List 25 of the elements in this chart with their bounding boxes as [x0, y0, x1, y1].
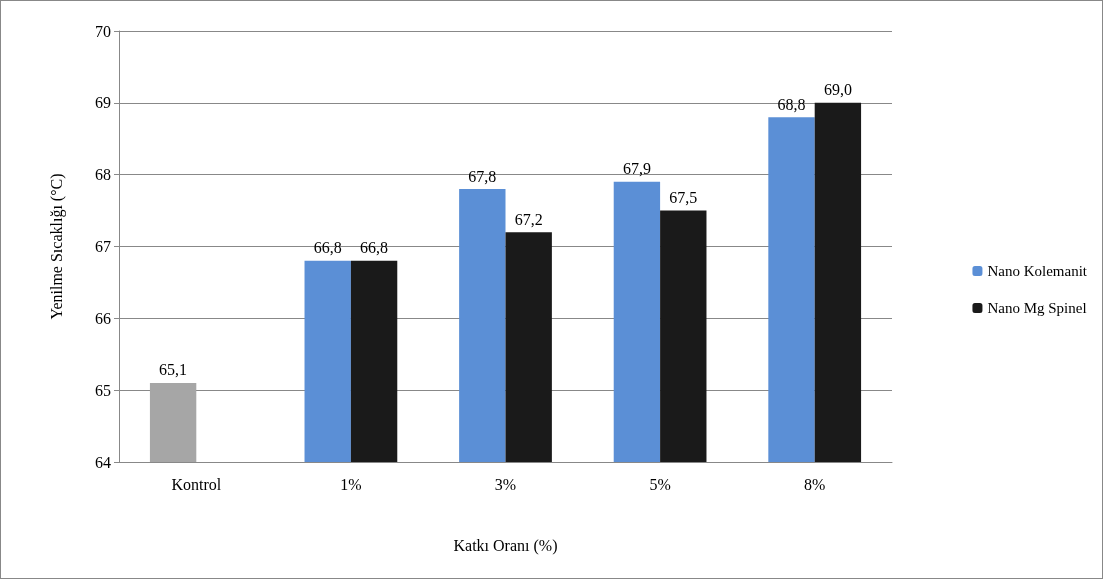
y-tick-label: 67 — [95, 238, 111, 255]
legend-label: Nano Kolemanit — [987, 263, 1088, 279]
y-tick-label: 69 — [95, 94, 111, 112]
data-label: 67,9 — [622, 160, 651, 178]
data-label: 66,8 — [360, 239, 389, 257]
y-tick-label: 66 — [95, 309, 111, 327]
y-tick-label: 70 — [95, 22, 111, 40]
x-axis-title: Katkı Oranı (%) — [453, 536, 558, 555]
data-label: 67,2 — [514, 210, 543, 228]
data-label: 67,5 — [669, 189, 698, 207]
data-label: 68,8 — [777, 95, 806, 113]
y-tick-label: 64 — [95, 453, 111, 471]
x-tick-label: 1% — [340, 475, 362, 493]
x-tick-label: 5% — [649, 475, 671, 493]
legend-label: Nano Mg Spinel — [987, 300, 1087, 316]
data-label: 67,8 — [468, 167, 497, 185]
data-label: 69,0 — [823, 81, 852, 99]
data-label: 66,8 — [313, 239, 342, 257]
x-tick-label: Kontrol — [171, 475, 222, 493]
data-label: 65,1 — [159, 361, 188, 379]
y-axis-title: Yenilme Sıcaklığı (°C) — [47, 173, 66, 320]
x-tick-label: 8% — [804, 475, 826, 493]
x-tick-label: 3% — [494, 475, 517, 493]
y-tick-label: 68 — [95, 166, 111, 184]
y-tick-label: 65 — [95, 381, 111, 399]
